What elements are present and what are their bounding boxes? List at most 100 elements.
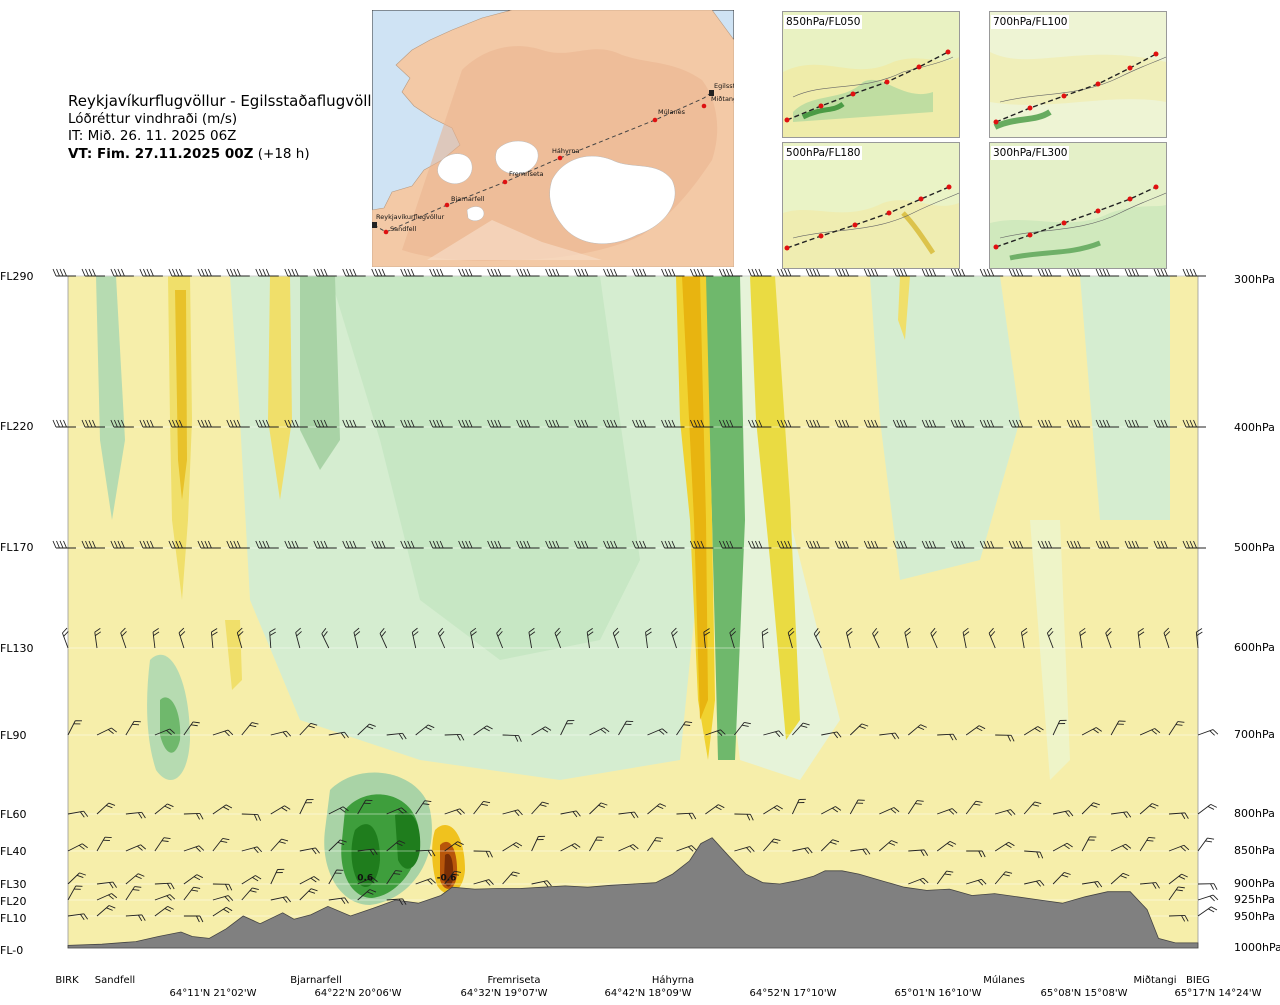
wind-barb [255, 419, 279, 428]
wind-barb [574, 419, 598, 428]
place-label: BIRK [55, 975, 79, 986]
wind-barb [458, 419, 482, 428]
wind-barb [502, 842, 523, 852]
wind-barb [473, 800, 491, 815]
map-label: Múlanes [658, 108, 686, 116]
wind-barb [531, 726, 552, 736]
panel-850-svg [783, 12, 959, 137]
hpa-label: 600hPa [1234, 641, 1275, 654]
wind-barb [313, 540, 337, 549]
wind-barb [718, 268, 743, 277]
wind-barb [1008, 419, 1033, 428]
wind-barb [689, 268, 714, 277]
hpa-label: 500hPa [1234, 541, 1275, 554]
wind-barb [676, 845, 697, 852]
wind-barb [1197, 894, 1219, 902]
wind-barb [589, 727, 610, 736]
panel-500: 500hPa/FL180 [782, 142, 960, 269]
wind-barb [1168, 886, 1185, 901]
wind-barb [328, 869, 344, 885]
wind-barb [1197, 883, 1218, 890]
wind-barb [52, 540, 76, 549]
wind-barb [834, 419, 859, 428]
wind-barb [154, 882, 175, 890]
wind-barb [415, 878, 436, 885]
wind-barb [821, 806, 842, 815]
wind-barb [950, 268, 975, 277]
wind-barb [226, 419, 250, 428]
wind-barb [647, 728, 668, 736]
wind-barb [52, 419, 76, 428]
wind-barb [139, 419, 163, 428]
strong-downdraft [444, 853, 454, 887]
coord-label: 65°08'N 15°08'W [1040, 988, 1128, 999]
wind-barb [321, 628, 330, 649]
wind-barb [892, 540, 917, 549]
wind-barb [661, 540, 685, 549]
wind-barb [516, 540, 540, 549]
wind-barb [554, 627, 562, 649]
langjokull-glacier [437, 153, 473, 184]
wind-barb [791, 798, 806, 815]
wind-barb [96, 905, 116, 917]
strong-downdraft [432, 824, 465, 894]
wind-barb [400, 419, 424, 428]
wind-barb [1197, 803, 1217, 815]
wind-barb [1197, 837, 1215, 852]
coord-label: 64°42'N 18°09'W [604, 988, 692, 999]
wind-barb [168, 268, 192, 277]
wind-barb [805, 540, 830, 549]
hpa-label: 300hPa [1234, 273, 1275, 286]
wind-barb [1023, 726, 1044, 736]
wind-barb [487, 540, 511, 549]
wind-barb [212, 837, 230, 852]
wind-barb [589, 802, 608, 815]
wind-barb [1163, 627, 1171, 649]
wind-barb [473, 879, 494, 886]
wind-barb [921, 540, 946, 549]
wind-barb [879, 732, 900, 740]
wind-barb [444, 733, 465, 741]
wind-barb [908, 849, 929, 857]
wind-barb [516, 419, 540, 428]
wind-barb [270, 730, 292, 738]
wind-barb [444, 841, 464, 852]
wind-barb [429, 540, 453, 549]
wind-barb [661, 268, 685, 277]
wind-barb [1037, 419, 1062, 428]
wind-barb [110, 419, 134, 428]
hpa-label: 900hPa [1234, 877, 1275, 890]
wind-barb [386, 732, 407, 740]
wind-barb [212, 906, 233, 917]
wind-barb [255, 540, 279, 549]
wind-barb [1168, 914, 1189, 922]
wind-barb [342, 268, 366, 277]
wind-barb [747, 540, 772, 549]
wind-barb [52, 268, 76, 277]
coord-label: 64°32'N 19°07'W [460, 988, 548, 999]
wind-barb [96, 881, 117, 889]
strong-updraft [147, 654, 190, 780]
wind-barb [1095, 540, 1120, 549]
wind-barb [937, 733, 957, 741]
wind-barb [705, 729, 726, 736]
wind-barb [834, 268, 859, 277]
wind-barb [270, 838, 289, 852]
route-title: Reykjavíkurflugvöllur - Egilsstaðaflugvö… [68, 92, 388, 110]
wind-barb [96, 836, 112, 852]
wind-barb [313, 268, 337, 277]
wind-barb [299, 888, 318, 901]
wind-barb [411, 627, 419, 649]
wind-barb [154, 894, 176, 901]
wind-barb [502, 871, 520, 885]
wind-barb [1111, 811, 1132, 819]
strong-updraft [324, 772, 432, 905]
wind-barb [1023, 801, 1042, 815]
wind-barb [734, 813, 754, 821]
wind-barb [574, 268, 598, 277]
wind-barb [120, 627, 127, 649]
wind-barb [1139, 803, 1159, 815]
wind-barb [386, 840, 406, 852]
wind-barb [295, 627, 302, 649]
wind-barb [183, 874, 204, 885]
